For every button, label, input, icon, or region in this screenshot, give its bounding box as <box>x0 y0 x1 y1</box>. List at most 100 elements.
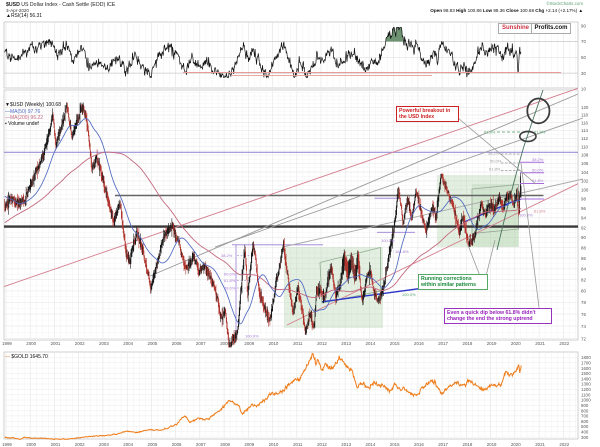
svg-text:1200: 1200 <box>581 387 591 392</box>
svg-text:98: 98 <box>581 197 586 202</box>
svg-text:2021: 2021 <box>535 442 545 447</box>
svg-text:61.8%: 61.8% <box>534 130 546 135</box>
svg-text:1000: 1000 <box>581 398 591 403</box>
svg-text:100.0%: 100.0% <box>381 238 395 243</box>
svg-text:112: 112 <box>581 136 589 141</box>
svg-text:2012: 2012 <box>317 341 327 346</box>
svg-text:2007: 2007 <box>196 341 206 346</box>
svg-text:80: 80 <box>581 289 586 294</box>
svg-text:88: 88 <box>581 245 586 250</box>
svg-text:102: 102 <box>581 179 589 184</box>
svg-text:1400: 1400 <box>581 376 591 381</box>
svg-text:61.8%: 61.8% <box>532 178 544 183</box>
svg-text:2022: 2022 <box>559 442 569 447</box>
svg-text:1600: 1600 <box>581 366 591 371</box>
svg-text:2003: 2003 <box>99 341 109 346</box>
svg-text:1300: 1300 <box>581 382 591 387</box>
svg-text:500: 500 <box>581 424 589 429</box>
svg-text:2013: 2013 <box>341 442 351 447</box>
svg-text:2010: 2010 <box>269 341 279 346</box>
svg-text:50.0%: 50.0% <box>490 159 502 164</box>
svg-text:100.0%: 100.0% <box>245 333 259 338</box>
svg-text:2016: 2016 <box>414 442 424 447</box>
svg-text:2000: 2000 <box>26 341 36 346</box>
svg-text:2011: 2011 <box>293 442 303 447</box>
svg-text:2019: 2019 <box>487 442 497 447</box>
svg-text:2022: 2022 <box>559 341 569 346</box>
svg-text:30: 30 <box>581 71 586 76</box>
svg-text:61.8%: 61.8% <box>489 167 501 172</box>
svg-text:2004: 2004 <box>123 341 133 346</box>
svg-text:2015: 2015 <box>390 442 400 447</box>
svg-text:92: 92 <box>581 225 586 230</box>
svg-text:2010: 2010 <box>269 442 279 447</box>
svg-text:2017: 2017 <box>438 341 448 346</box>
svg-text:700: 700 <box>581 414 589 419</box>
svg-text:400: 400 <box>581 430 589 435</box>
svg-text:78: 78 <box>581 300 586 305</box>
svg-text:2021: 2021 <box>535 341 545 346</box>
svg-text:110: 110 <box>581 144 589 149</box>
svg-text:2000: 2000 <box>26 442 36 447</box>
svg-text:86: 86 <box>581 256 586 261</box>
svg-text:50: 50 <box>581 55 586 60</box>
svg-text:2004: 2004 <box>123 442 133 447</box>
svg-text:120: 120 <box>581 105 589 110</box>
svg-text:2005: 2005 <box>148 442 158 447</box>
svg-text:38.2%: 38.2% <box>488 151 500 156</box>
svg-text:76: 76 <box>581 312 586 317</box>
svg-text:82: 82 <box>581 277 586 282</box>
svg-text:106: 106 <box>581 161 589 166</box>
svg-text:2003: 2003 <box>99 442 109 447</box>
svg-text:2001: 2001 <box>51 341 61 346</box>
svg-text:2014: 2014 <box>366 442 376 447</box>
svg-text:600: 600 <box>581 419 589 424</box>
svg-text:96: 96 <box>581 206 586 211</box>
svg-text:78.6%: 78.6% <box>224 286 236 291</box>
svg-text:61.8%: 61.8% <box>224 278 236 283</box>
svg-text:2006: 2006 <box>172 442 182 447</box>
svg-text:90: 90 <box>581 235 586 240</box>
svg-text:2018: 2018 <box>463 442 473 447</box>
svg-text:1800: 1800 <box>581 355 591 360</box>
svg-text:74: 74 <box>581 324 586 329</box>
svg-text:38.2%: 38.2% <box>221 253 233 258</box>
svg-text:2001: 2001 <box>51 442 61 447</box>
svg-text:50.0%: 50.0% <box>532 167 544 172</box>
svg-text:2013: 2013 <box>341 341 351 346</box>
svg-text:90: 90 <box>581 23 586 28</box>
svg-text:10: 10 <box>581 87 586 92</box>
svg-text:2015: 2015 <box>390 341 400 346</box>
svg-text:2008: 2008 <box>220 341 230 346</box>
svg-text:2011: 2011 <box>293 341 303 346</box>
svg-text:104: 104 <box>581 170 589 175</box>
svg-text:2018: 2018 <box>463 341 473 346</box>
svg-text:61.8%: 61.8% <box>484 130 496 135</box>
svg-text:108: 108 <box>581 153 589 158</box>
svg-text:50.0%: 50.0% <box>224 272 236 277</box>
svg-text:900: 900 <box>581 403 589 408</box>
svg-text:2019: 2019 <box>487 341 497 346</box>
svg-text:2020: 2020 <box>511 341 521 346</box>
svg-text:100.0%: 100.0% <box>402 292 416 297</box>
svg-text:1700: 1700 <box>581 361 591 366</box>
svg-text:2017: 2017 <box>438 442 448 447</box>
svg-text:161.8%: 161.8% <box>395 249 409 254</box>
svg-text:114: 114 <box>581 128 589 133</box>
svg-text:2020: 2020 <box>511 442 521 447</box>
svg-text:2007: 2007 <box>196 442 206 447</box>
svg-text:2005: 2005 <box>148 341 158 346</box>
svg-text:2008: 2008 <box>220 442 230 447</box>
svg-text:38.2%: 38.2% <box>532 157 544 162</box>
svg-text:2016: 2016 <box>414 341 424 346</box>
svg-text:2002: 2002 <box>75 341 85 346</box>
svg-text:72: 72 <box>581 336 586 341</box>
svg-text:2012: 2012 <box>317 442 327 447</box>
svg-text:1100: 1100 <box>581 392 591 397</box>
svg-text:61.8%: 61.8% <box>534 208 546 213</box>
svg-text:84: 84 <box>581 267 586 272</box>
svg-text:100: 100 <box>581 188 589 193</box>
svg-text:800: 800 <box>581 408 589 413</box>
svg-text:2009: 2009 <box>244 442 254 447</box>
svg-text:300: 300 <box>581 435 589 440</box>
